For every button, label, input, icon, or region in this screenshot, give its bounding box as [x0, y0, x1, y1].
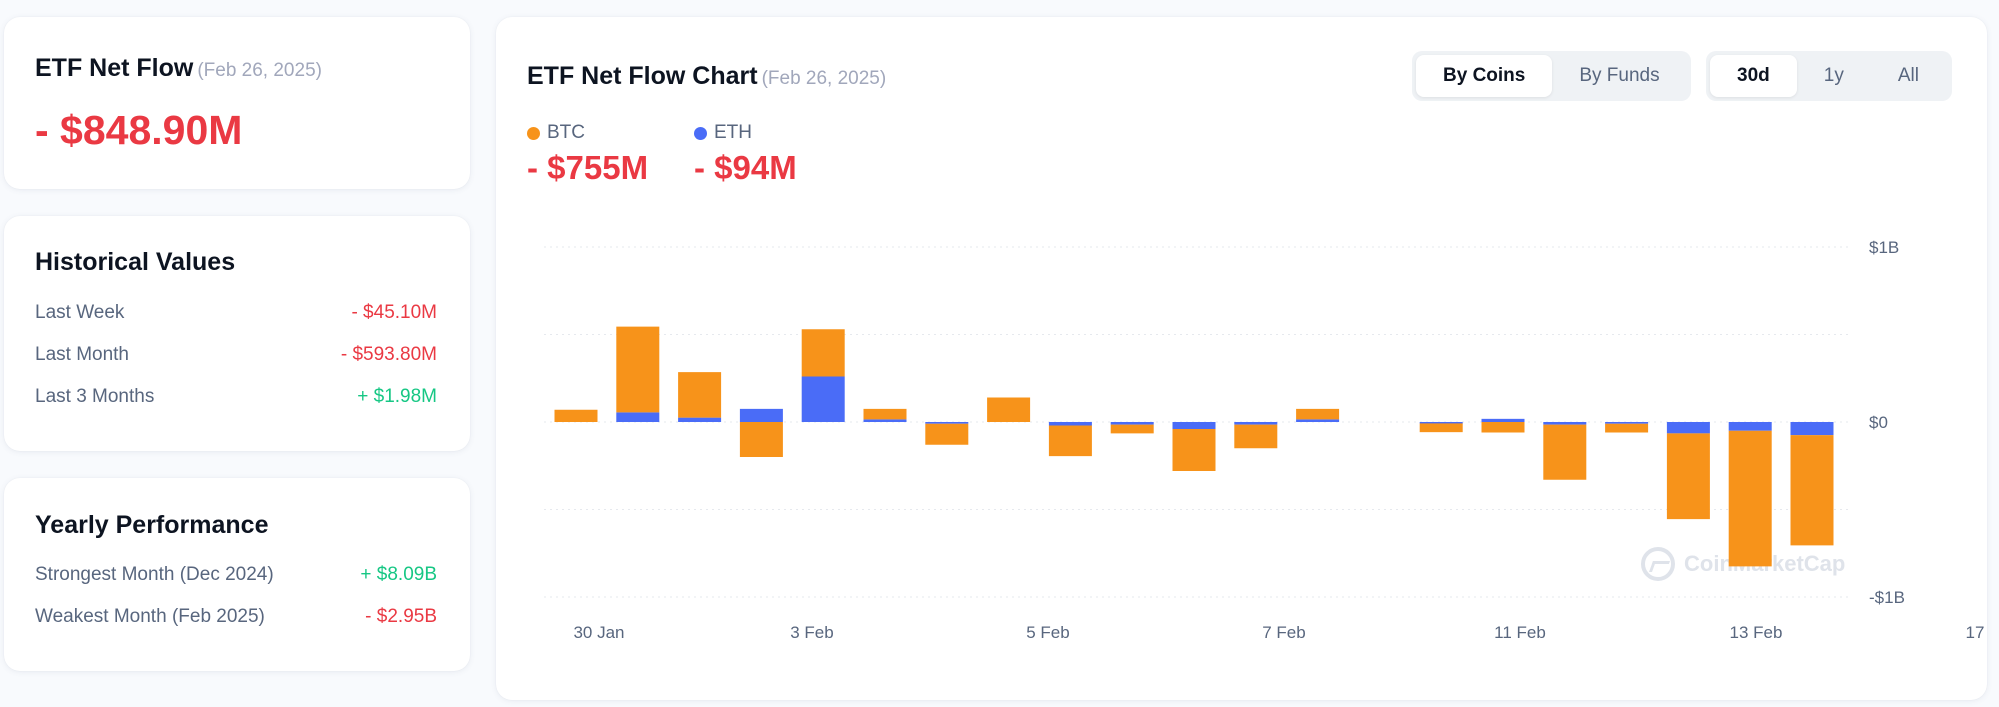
yearly-performance-card: Yearly Performance Strongest Month (Dec … — [4, 478, 470, 671]
yearly-row-label-text: Strongest Month — [35, 564, 175, 585]
bar-btc — [1419, 423, 1463, 433]
net-flow-chart-card: ETF Net Flow Chart (Feb 26, 2025) By Coin… — [496, 17, 1987, 700]
bar-eth — [739, 408, 783, 422]
chart-title-text: ETF Net Flow Chart — [527, 62, 758, 90]
bar-eth — [1790, 422, 1834, 436]
bar-btc — [1234, 424, 1278, 449]
bar-eth — [678, 417, 722, 422]
view-toggle: By Coins By Funds — [1412, 51, 1691, 101]
range-toggle: 30d 1y All — [1706, 51, 1952, 101]
x-tick-label: 7 Feb — [1262, 623, 1305, 642]
historical-row-last-week: Last Week - $45.10M — [35, 301, 437, 325]
bar-eth — [1543, 422, 1587, 425]
bar-btc — [1666, 433, 1710, 520]
net-flow-value: - $848.90M — [35, 107, 243, 153]
yearly-row-label: Weakest Month (Feb 2025) — [35, 606, 265, 628]
eth-dot-icon — [694, 126, 707, 140]
y-tick-label: $0 — [1869, 413, 1888, 432]
yearly-row-strongest-month: Strongest Month (Dec 2024) + $8.09B — [35, 563, 437, 587]
historical-values-card: Historical Values Last Week - $45.10M La… — [4, 216, 470, 451]
bar-eth — [1605, 422, 1649, 424]
legend-btc-value: - $755M — [527, 149, 649, 186]
legend-btc-name: BTC — [547, 122, 585, 143]
yearly-row-period: (Dec 2024) — [179, 564, 274, 585]
historical-values-title: Historical Values — [35, 248, 236, 276]
coinmarketcap-logo-icon — [1641, 547, 1675, 581]
historical-row-last-3-months: Last 3 Months + $1.98M — [35, 385, 437, 409]
range-all-tab[interactable]: All — [1897, 65, 1919, 86]
bar-btc — [1048, 425, 1092, 457]
bar-btc — [863, 408, 907, 420]
yearly-row-weakest-month: Weakest Month (Feb 2025) - $2.95B — [35, 605, 437, 629]
bar-btc — [1728, 430, 1772, 567]
x-tick-label: 13 Feb — [1730, 623, 1783, 642]
bar-btc — [678, 372, 722, 418]
bar-btc — [1543, 424, 1587, 480]
bar-eth — [1666, 422, 1710, 434]
chart-date: (Feb 26, 2025) — [761, 68, 887, 89]
yearly-row-label: Strongest Month (Dec 2024) — [35, 564, 274, 586]
net-flow-bar-chart: $1B $0 -$1B 30 Jan 3 Feb 5 Feb 7 Feb 11 Feb 13 F… — [544, 238, 1987, 642]
bar-eth — [1481, 418, 1525, 422]
yearly-row-label-text: Weakest Month — [35, 606, 167, 627]
net-flow-title-text: ETF Net Flow — [35, 54, 194, 82]
bar-btc — [1605, 423, 1649, 433]
legend-eth-name: ETH — [714, 122, 752, 143]
net-flow-date: (Feb 26, 2025) — [197, 60, 322, 81]
bar-eth — [1419, 422, 1463, 424]
yearly-row-period: (Feb 2025) — [171, 606, 265, 627]
bar-eth — [1048, 422, 1092, 426]
historical-row-value: - $593.80M — [340, 344, 437, 365]
historical-row-label: Last Week — [35, 302, 125, 323]
bar-btc — [1790, 435, 1834, 546]
y-tick-label: $1B — [1869, 238, 1899, 257]
historical-row-value: + $1.98M — [357, 386, 437, 407]
bar-eth — [1110, 422, 1154, 425]
legend-eth[interactable]: ETH - $94M — [694, 122, 797, 187]
bar-btc — [987, 397, 1031, 422]
bar-btc — [1172, 429, 1216, 471]
bar-btc — [739, 422, 783, 457]
bar-btc — [1481, 422, 1525, 433]
historical-row-label: Last Month — [35, 344, 129, 365]
bar-eth — [863, 419, 907, 422]
chart-title: ETF Net Flow Chart (Feb 26, 2025) — [527, 62, 886, 91]
bar-eth — [1296, 419, 1340, 422]
bar-eth — [1172, 422, 1216, 429]
bar-btc — [925, 423, 969, 445]
bar-eth — [925, 422, 969, 424]
range-30d-tab[interactable]: 30d — [1710, 55, 1797, 97]
yearly-row-value: - $2.95B — [365, 606, 437, 627]
bar-btc — [616, 326, 660, 413]
bar-eth — [1728, 422, 1772, 431]
x-tick-label: 17 Feb — [1966, 623, 1987, 642]
btc-dot-icon — [527, 126, 540, 140]
bar-eth — [801, 376, 845, 422]
net-flow-card: ETF Net Flow (Feb 26, 2025) - $848.90M — [4, 17, 470, 189]
yearly-row-value: + $8.09B — [360, 564, 437, 585]
historical-row-value: - $45.10M — [351, 302, 437, 323]
legend-eth-label: ETH — [694, 122, 797, 144]
legend-btc[interactable]: BTC - $755M — [527, 122, 648, 187]
bar-eth — [616, 412, 660, 422]
legend-eth-value: - $94M — [694, 149, 797, 186]
bar-eth — [1234, 422, 1278, 425]
legend-btc-label: BTC — [527, 122, 648, 144]
bar-btc — [1296, 408, 1340, 420]
range-1y-tab[interactable]: 1y — [1823, 65, 1844, 86]
bar-btc — [801, 329, 845, 377]
by-coins-tab[interactable]: By Coins — [1416, 55, 1553, 97]
bar-btc — [1110, 424, 1154, 434]
historical-row-label: Last 3 Months — [35, 386, 155, 407]
x-tick-label: 11 Feb — [1494, 623, 1546, 642]
x-tick-label: 5 Feb — [1026, 623, 1069, 642]
x-tick-label: 30 Jan — [573, 623, 624, 642]
x-tick-label: 3 Feb — [790, 623, 833, 642]
net-flow-title: ETF Net Flow (Feb 26, 2025) — [35, 54, 322, 83]
historical-row-last-month: Last Month - $593.80M — [35, 343, 437, 367]
bar-btc — [554, 409, 598, 422]
y-tick-label: -$1B — [1869, 588, 1905, 607]
yearly-performance-title: Yearly Performance — [35, 511, 269, 539]
by-funds-tab[interactable]: By Funds — [1579, 65, 1660, 86]
